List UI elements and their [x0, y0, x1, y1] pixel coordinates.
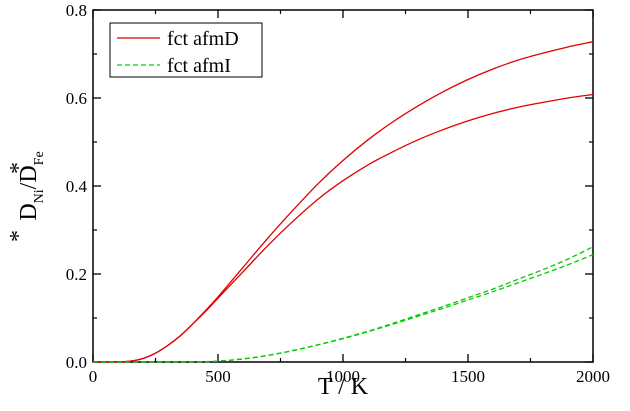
series-line-3 [92, 246, 594, 363]
y-label-d1: D [16, 203, 42, 220]
y-tick-label-3: 0.6 [66, 89, 87, 108]
x-tick-label-4: 2000 [576, 367, 610, 386]
legend-label-1: fct afmI [167, 55, 231, 77]
y-label-sub2: Fe [32, 151, 47, 165]
legend-label-0: fct afmD [167, 28, 239, 50]
x-tick-label-1: 500 [205, 367, 231, 386]
y-tick-label-4: 0.8 [66, 1, 87, 20]
y-tick-label-1: 0.2 [66, 265, 87, 284]
legend: fct afmD fct afmI [109, 22, 263, 78]
y-axis-title: DNi/DFe * * [6, 151, 47, 242]
x-axis-title: T / K [318, 374, 369, 400]
x-tick-label-0: 0 [89, 367, 98, 386]
y-label-sup2: * [6, 162, 32, 174]
y-label-slash: /D [16, 165, 42, 189]
tick-labels: 0 500 1000 1500 2000 0.0 0.2 0.4 0.6 0.8 [66, 1, 610, 386]
series-layer [92, 41, 594, 363]
y-tick-label-0: 0.0 [66, 353, 87, 372]
legend-box [109, 22, 263, 78]
series-line-0 [92, 93, 594, 363]
x-tick-label-3: 1500 [451, 367, 485, 386]
y-label-sub1: Ni [32, 189, 47, 203]
ticks [92, 9, 594, 363]
series-line-1 [92, 41, 594, 363]
x-tick-label-2: 1000 [326, 367, 360, 386]
svg-text:DNi/DFe: DNi/DFe [16, 151, 47, 220]
y-label-sup1: * [6, 230, 32, 242]
y-tick-label-2: 0.4 [66, 177, 88, 196]
